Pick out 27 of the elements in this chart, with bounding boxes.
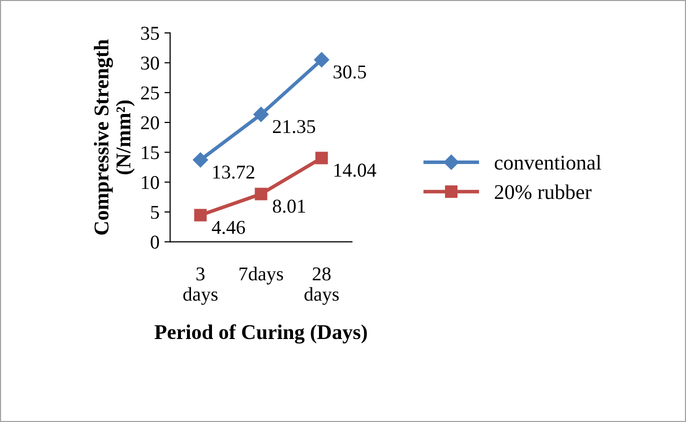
data-label: 14.04 (334, 164, 376, 177)
data-label: 30.5 (334, 65, 366, 79)
y-tick-label: 20 (141, 116, 159, 130)
y-tick-label: 35 (141, 26, 159, 40)
legend-label: 20% rubber (494, 184, 592, 200)
data-label: 21.35 (272, 120, 316, 134)
legend-label: conventional (494, 155, 602, 170)
x-tick-label: 7days (240, 266, 283, 284)
x-tick-label: 3 days (183, 267, 218, 305)
y-tick-label: 5 (151, 206, 159, 219)
point (314, 52, 330, 68)
data-label: 13.72 (213, 166, 254, 179)
x-axis-title: Period of Curing (Days) (154, 324, 367, 344)
point (254, 188, 268, 200)
y-axis-title: Compressive Strength (N/mm²) (94, 39, 135, 235)
data-label: 8.01 (272, 200, 305, 213)
x-tick-label: 28 days (304, 267, 339, 305)
y-tick-label: 10 (142, 176, 159, 190)
y-tick-label: 15 (142, 146, 159, 160)
point (192, 152, 208, 168)
point (253, 106, 269, 122)
y-tick-label: 25 (141, 86, 159, 100)
y-tick-label: 0 (150, 236, 159, 249)
data-label: 4.46 (212, 220, 245, 234)
y-tick-label: 30 (141, 56, 159, 70)
point (315, 152, 328, 164)
point (194, 208, 207, 222)
